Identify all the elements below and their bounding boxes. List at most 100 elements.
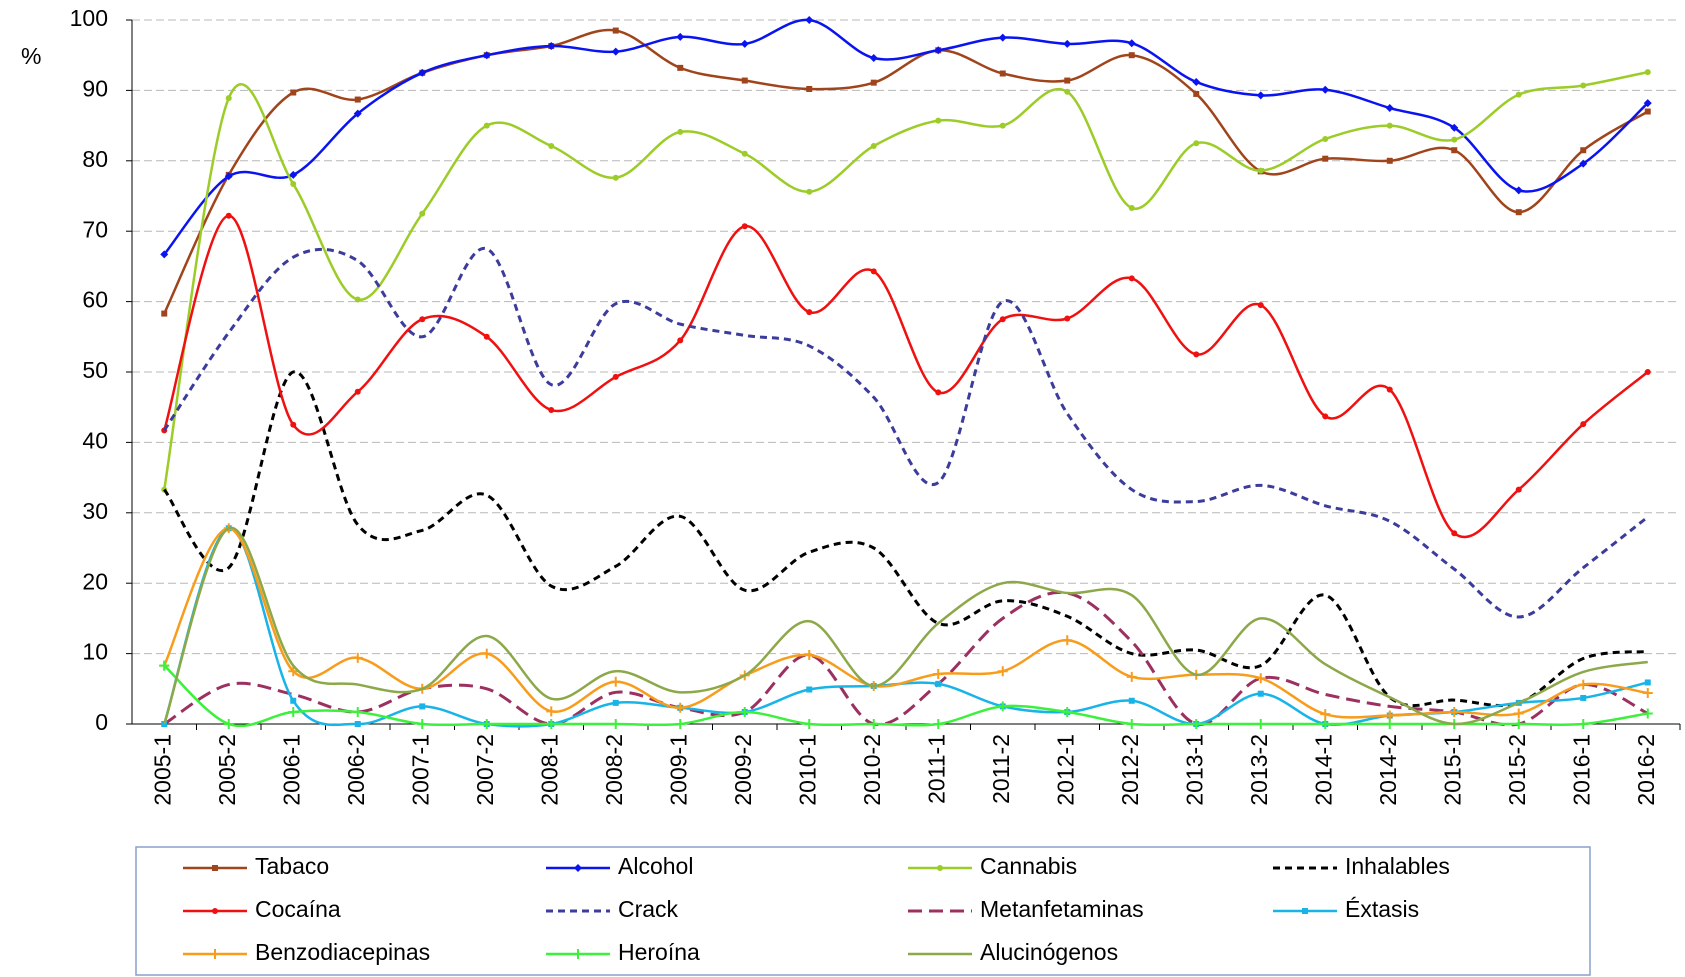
series	[163, 590, 1649, 727]
marker	[1513, 708, 1524, 719]
marker	[1320, 719, 1331, 729]
y-tick-label: 90	[82, 75, 108, 101]
y-tick-label: 0	[95, 709, 108, 735]
marker	[1128, 275, 1135, 282]
marker	[223, 719, 234, 729]
marker	[675, 702, 686, 713]
marker	[290, 181, 297, 188]
marker	[354, 721, 361, 727]
marker	[741, 150, 748, 157]
marker	[1386, 157, 1393, 164]
marker	[997, 701, 1008, 712]
legend-label: Cocaína	[255, 896, 341, 922]
marker	[806, 686, 813, 693]
y-tick-label: 50	[82, 357, 108, 383]
marker	[870, 143, 877, 150]
legend-label: Benzodiacepinas	[255, 939, 430, 965]
marker	[870, 79, 877, 86]
legend-label: Cannabis	[980, 853, 1077, 879]
legend-label: Éxtasis	[1345, 896, 1419, 922]
legend-label: Metanfetaminas	[980, 896, 1144, 922]
legend-label: Alucinógenos	[980, 939, 1118, 965]
marker	[288, 666, 299, 677]
marker	[1451, 136, 1458, 143]
marker	[739, 707, 750, 718]
marker	[610, 719, 621, 729]
marker	[869, 54, 878, 63]
line	[163, 526, 1648, 726]
x-tick-label: 2007-2	[472, 734, 498, 806]
marker	[546, 706, 557, 717]
marker	[289, 170, 298, 179]
marker	[934, 46, 943, 55]
marker	[1321, 85, 1330, 94]
marker	[740, 39, 749, 48]
marker	[1126, 719, 1137, 729]
marker	[1256, 91, 1265, 100]
marker	[1580, 421, 1587, 428]
marker	[935, 389, 942, 396]
marker	[870, 268, 877, 275]
marker	[1257, 690, 1264, 697]
marker	[483, 333, 490, 340]
marker	[1642, 688, 1653, 699]
marker	[999, 316, 1006, 323]
x-tick-label: 2005-1	[149, 734, 175, 806]
marker	[1384, 719, 1395, 729]
marker	[1578, 719, 1589, 729]
marker	[419, 703, 426, 710]
marker	[1193, 140, 1200, 147]
marker	[290, 697, 297, 704]
series	[160, 16, 1652, 259]
marker	[1320, 709, 1331, 720]
marker	[354, 388, 361, 395]
marker	[612, 373, 619, 380]
line	[163, 70, 1649, 490]
series	[161, 525, 1651, 728]
line	[163, 28, 1649, 315]
marker	[1451, 530, 1458, 537]
legend-box	[135, 846, 1591, 976]
marker	[354, 296, 361, 303]
x-tick-label: 2013-1	[1181, 734, 1207, 806]
marker	[1191, 719, 1202, 729]
legend-label: Heroína	[618, 939, 700, 965]
marker	[933, 719, 944, 729]
line	[163, 590, 1649, 727]
marker	[1385, 104, 1394, 112]
x-tick-label: 2005-2	[214, 734, 240, 806]
marker	[1580, 82, 1587, 89]
marker	[1064, 88, 1071, 95]
x-tick-label: 2007-1	[407, 734, 433, 806]
marker	[548, 407, 555, 414]
marker	[548, 143, 555, 150]
line	[163, 18, 1649, 256]
marker	[1128, 52, 1135, 59]
y-tick-label: 80	[82, 146, 108, 172]
marker	[1322, 155, 1329, 162]
marker	[573, 949, 583, 959]
marker	[481, 719, 492, 729]
y-tick-label: 40	[82, 427, 108, 453]
marker	[1515, 209, 1522, 216]
marker	[1451, 147, 1458, 154]
series	[163, 526, 1648, 726]
y-tick-label: 10	[82, 639, 108, 665]
marker	[547, 42, 556, 51]
marker	[290, 89, 297, 96]
line	[162, 247, 1649, 619]
marker	[1513, 719, 1524, 729]
x-tick-label: 2012-2	[1117, 734, 1143, 806]
marker	[675, 719, 686, 729]
marker	[353, 109, 362, 118]
marker	[1578, 679, 1589, 690]
marker	[1322, 135, 1329, 142]
x-tick-label: 2011-2	[988, 734, 1014, 804]
marker	[1257, 167, 1264, 174]
marker	[1192, 77, 1201, 86]
marker	[1386, 122, 1393, 129]
marker	[805, 16, 814, 24]
x-tick-label: 2016-2	[1633, 734, 1659, 806]
marker	[1384, 710, 1395, 721]
